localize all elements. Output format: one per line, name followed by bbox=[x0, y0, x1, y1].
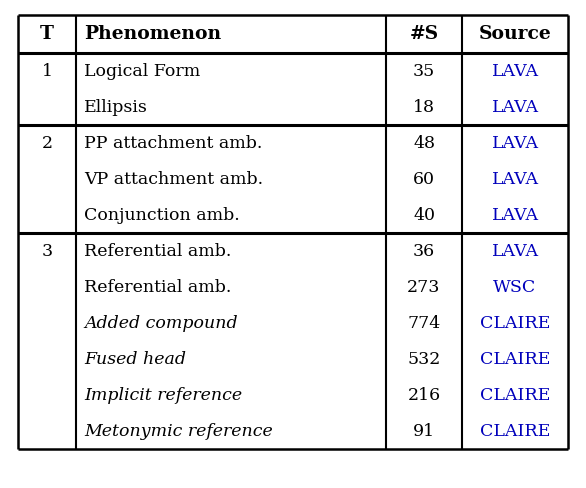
Text: Added compound: Added compound bbox=[84, 314, 238, 331]
Text: 3: 3 bbox=[42, 243, 53, 260]
Text: CLAIRE: CLAIRE bbox=[480, 350, 550, 367]
Text: 774: 774 bbox=[407, 314, 441, 331]
Text: 60: 60 bbox=[413, 170, 435, 187]
Text: T: T bbox=[40, 25, 54, 43]
Text: Logical Form: Logical Form bbox=[84, 62, 200, 80]
Text: 36: 36 bbox=[413, 243, 435, 260]
Text: 1: 1 bbox=[42, 62, 53, 80]
Text: CLAIRE: CLAIRE bbox=[480, 314, 550, 331]
Text: Conjunction amb.: Conjunction amb. bbox=[84, 206, 240, 224]
Text: CLAIRE: CLAIRE bbox=[480, 386, 550, 404]
Text: PP attachment amb.: PP attachment amb. bbox=[84, 135, 263, 151]
Text: LAVA: LAVA bbox=[492, 243, 539, 260]
Text: LAVA: LAVA bbox=[492, 135, 539, 151]
Text: Implicit reference: Implicit reference bbox=[84, 386, 242, 404]
Text: 48: 48 bbox=[413, 135, 435, 151]
Text: Source: Source bbox=[479, 25, 551, 43]
Text: 2: 2 bbox=[42, 135, 53, 151]
Text: WSC: WSC bbox=[493, 279, 537, 296]
Text: Referential amb.: Referential amb. bbox=[84, 243, 231, 260]
Text: LAVA: LAVA bbox=[492, 62, 539, 80]
Text: LAVA: LAVA bbox=[492, 99, 539, 116]
Text: 40: 40 bbox=[413, 206, 435, 224]
Text: 91: 91 bbox=[413, 423, 435, 440]
Text: VP attachment amb.: VP attachment amb. bbox=[84, 170, 263, 187]
Text: LAVA: LAVA bbox=[492, 170, 539, 187]
Text: Phenomenon: Phenomenon bbox=[84, 25, 221, 43]
Text: 18: 18 bbox=[413, 99, 435, 116]
Text: 35: 35 bbox=[413, 62, 435, 80]
Text: Fused head: Fused head bbox=[84, 350, 186, 367]
Text: Referential amb.: Referential amb. bbox=[84, 279, 231, 296]
Text: #S: #S bbox=[410, 25, 438, 43]
Text: 273: 273 bbox=[407, 279, 441, 296]
Text: LAVA: LAVA bbox=[492, 206, 539, 224]
Text: 216: 216 bbox=[407, 386, 441, 404]
Text: Ellipsis: Ellipsis bbox=[84, 99, 148, 116]
Text: Metonymic reference: Metonymic reference bbox=[84, 423, 272, 440]
Text: CLAIRE: CLAIRE bbox=[480, 423, 550, 440]
Text: 532: 532 bbox=[407, 350, 441, 367]
